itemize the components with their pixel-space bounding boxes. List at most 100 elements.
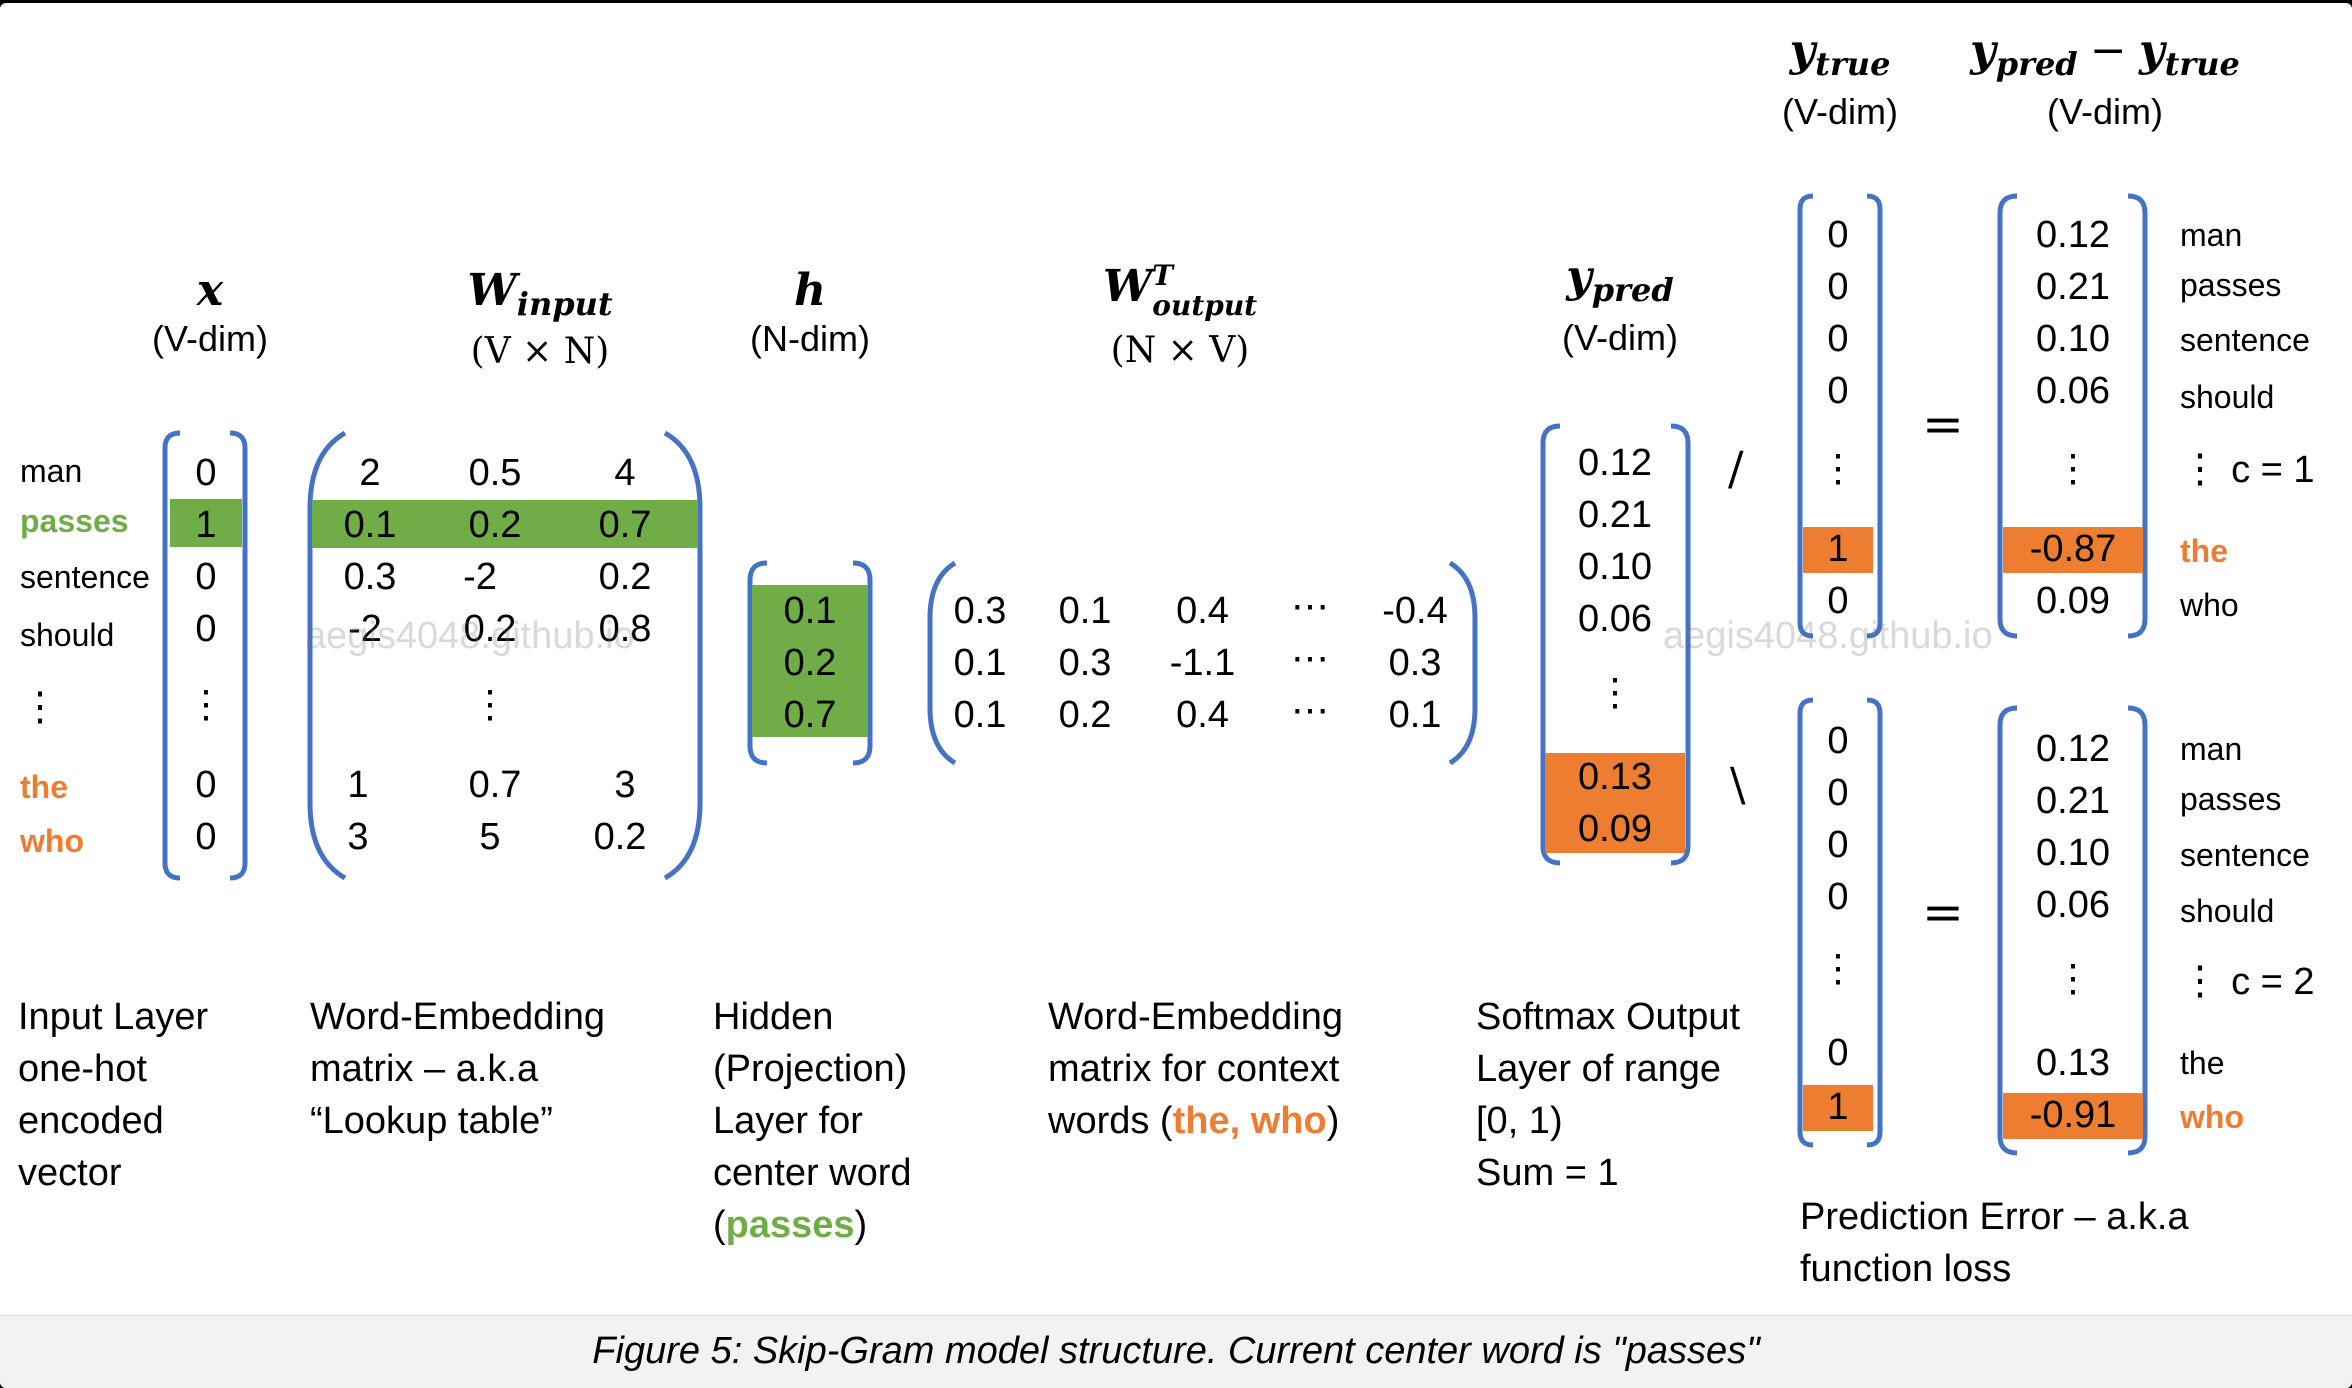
y-true-c2-cell: 0 [1827, 1032, 1849, 1074]
vocab-label-center: passes [20, 503, 129, 539]
caption-bar: Figure 5: Skip-Gram model structure. Cur… [0, 1315, 2352, 1388]
w-input-cell: 1 [347, 764, 369, 806]
w-output-brackets [927, 560, 1478, 766]
y-pred-cell: 0.06 [1578, 598, 1652, 640]
x-dim: (V-dim) [152, 318, 268, 359]
operator-minus-c1: / [1728, 441, 1744, 495]
x-cell: 0 [195, 452, 217, 494]
w-output-cell: 0.1 [1388, 694, 1442, 736]
y-pred-symbol: y [1566, 251, 1592, 302]
w-output-cell: 0.4 [1176, 590, 1229, 632]
w-output-subscript: output [1152, 289, 1258, 322]
y-true-c1-cell: 0 [1827, 266, 1849, 308]
y-pred-cell-context: 0.13 [1578, 756, 1652, 798]
y-true-c2-dots: ⋮ [1819, 948, 1857, 990]
error-header: ypred − ytrue (V-dim) [1940, 25, 2270, 134]
h-dim: (N-dim) [750, 318, 870, 359]
y-true-c2-cell-target: 1 [1827, 1086, 1849, 1128]
w-input-cell-active: 0.7 [598, 504, 652, 546]
equals-c2: = [1922, 883, 1964, 941]
y-true-c1-cell-target: 1 [1827, 528, 1849, 570]
y-true-c1-dots: ⋮ [1819, 448, 1857, 490]
w-input-cell: -2 [348, 608, 382, 650]
w-input-header: Winput (V × N) [380, 265, 700, 374]
y-pred-cell: 0.21 [1578, 494, 1652, 536]
error-c1-cell: 0.12 [2036, 214, 2110, 256]
w-output-cell: 0.1 [1058, 590, 1112, 632]
vocab-label: sentence [20, 559, 150, 595]
vocab-label: should [20, 617, 115, 653]
y-true-symbol: y [1789, 25, 1816, 76]
w-input-cell: -2 [463, 556, 497, 598]
vocab-label-context: the [20, 769, 68, 805]
y-pred-cell: 0.10 [1578, 546, 1652, 588]
w-input-subscript: input [516, 284, 613, 323]
y-true-c1-highlight [1803, 527, 1873, 573]
watermark: aegis4048.github.io [1663, 615, 1993, 657]
figure-caption: Figure 5: Skip-Gram model structure. Cur… [592, 1330, 1760, 1372]
w-input-cell: 5 [479, 816, 501, 858]
error-c1-cell: 0.09 [2036, 580, 2110, 622]
y-pred-subscript: pred [1591, 270, 1674, 309]
error-c2-word: should [2180, 893, 2275, 929]
error-c1-cell: 0.10 [2036, 318, 2110, 360]
y-true-c2-cell: 0 [1827, 824, 1849, 866]
w-input-cell: 3 [347, 816, 369, 858]
y-pred-header: ypred (V-dim) [1500, 251, 1740, 360]
y-true-c2-highlight [1803, 1085, 1873, 1131]
w-output-cell: 0.3 [953, 590, 1007, 632]
context-index-c2: c = 2 [2231, 961, 2315, 1003]
desc-w-input: Word-Embedding matrix – a.k.a “Lookup ta… [310, 996, 606, 1142]
w-input-symbol: W [467, 265, 517, 316]
w-input-cell: 0.2 [463, 608, 517, 650]
y-pred-dots: ⋮ [1596, 672, 1634, 714]
vocab-label: man [20, 453, 83, 489]
y-pred-cell: 0.12 [1578, 442, 1652, 484]
w-input-cell: 0.2 [593, 816, 647, 858]
error-c2-highlight [2003, 1093, 2143, 1139]
error-c2-cell: 0.10 [2036, 832, 2110, 874]
error-dim: (V-dim) [2047, 90, 2163, 132]
w-output-cell: 0.2 [1058, 694, 1112, 736]
y-true-c2-cell: 0 [1827, 772, 1849, 814]
x-dots: ⋮ [187, 684, 225, 726]
h-vector-brackets [747, 560, 873, 766]
w-output-symbol: W [1102, 261, 1153, 312]
error-c1-cell: 0.21 [2036, 266, 2110, 308]
w-output-superscript: T [1152, 259, 1174, 292]
w-input-cell-active: 0.2 [468, 504, 522, 546]
x-cell: 0 [195, 764, 217, 806]
y-true-c2-cell: 0 [1827, 876, 1849, 918]
error-c2-word: sentence [2180, 837, 2310, 873]
y-true-c1-brackets [1797, 193, 1883, 639]
center-word: passes [725, 1204, 855, 1246]
y-true-c1-cell: 0 [1827, 370, 1849, 412]
watermark: aegis4048.github.io [305, 615, 635, 657]
y-true-header: ytrue (V-dim) [1730, 25, 1950, 134]
y-true-c1-cell: 0 [1827, 580, 1849, 622]
error-c1-word-target: the [2180, 533, 2228, 569]
desc-hidden-layer: Hidden (Projection) Layer for center wor… [713, 996, 912, 1246]
y-pred-brackets [1540, 423, 1691, 866]
w-input-cell: 3 [614, 764, 636, 806]
y-pred-cell-context: 0.09 [1578, 808, 1652, 850]
error-c1-cell-target: -0.87 [2029, 528, 2117, 570]
y-true-subscript: true [1815, 44, 1891, 83]
operator-minus-c2: \ [1730, 757, 1746, 811]
w-input-dots: ⋮ [471, 684, 509, 726]
context-index-c1: c = 1 [2231, 449, 2315, 491]
desc-w-output: Word-Embedding matrix for context words … [1048, 996, 1344, 1142]
w-input-highlight-row [312, 500, 698, 548]
error-c1-word: should [2180, 379, 2275, 415]
x-cell-active: 1 [195, 504, 217, 546]
error-c1-word: sentence [2180, 322, 2310, 358]
error-c2-cell: 0.12 [2036, 728, 2110, 770]
w-output-cell: 0.3 [1388, 642, 1442, 684]
w-output-cell: 0.1 [953, 694, 1007, 736]
w-input-brackets [307, 430, 703, 881]
w-input-cell: 4 [614, 452, 636, 494]
error-c2-dots-label: ⋮ c = 2 [2180, 959, 2315, 1003]
h-cell: 0.7 [783, 694, 837, 736]
error-symbol-1: y [1970, 25, 1996, 76]
h-highlight [752, 585, 868, 737]
